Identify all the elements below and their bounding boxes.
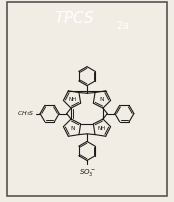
Text: $SO_3^-$: $SO_3^-$ <box>78 167 96 178</box>
Text: NH: NH <box>68 97 77 102</box>
Text: $\mathit{2a}$: $\mathit{2a}$ <box>116 19 129 31</box>
Text: $\mathit{TPCS}$: $\mathit{TPCS}$ <box>54 10 94 26</box>
Text: $CH_3S$: $CH_3S$ <box>17 109 35 118</box>
Text: N: N <box>70 126 75 131</box>
Text: NH: NH <box>97 126 106 131</box>
Text: N: N <box>99 97 104 102</box>
